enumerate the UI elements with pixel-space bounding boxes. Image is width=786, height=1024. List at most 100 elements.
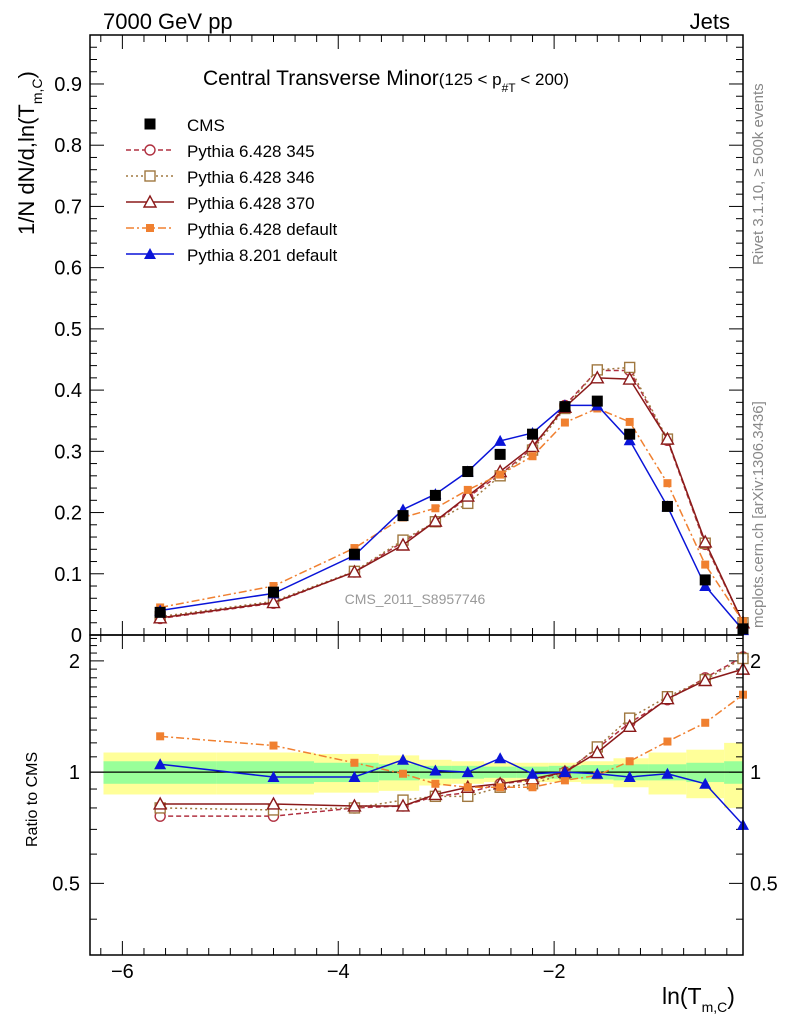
series-line-main-pythia-6-428-345 [160,369,744,624]
cms-data-point [348,548,360,560]
y-axis-label-main: 1/N dN/d,ln(Tm,C) [14,71,45,235]
y-tick-label-ratio-right: 1 [750,762,761,784]
cms-data-point [527,428,539,440]
series-point-ratio-pythia-6-428-default [625,757,634,766]
y-tick-label-ratio: 1 [69,762,80,784]
cms-data-point [397,510,409,522]
series-point-ratio-pythia-6-428-default [496,783,505,792]
series-line-ratio-pythia-8-201-default [160,757,744,826]
series-point-main-pythia-8-201-default [494,434,507,446]
series-point-ratio-pythia-6-428-370 [590,745,605,759]
series-point-main-pythia-6-428-default [431,504,440,513]
cms-data-point [624,428,636,440]
x-tick-label: −4 [327,961,350,983]
legend-marker-pythia-6-428-370 [142,194,158,208]
x-axis-label: ln(Tm,C) [662,983,735,1015]
series-point-main-pythia-6-428-default [625,417,634,426]
ratio-plot-frame [89,634,744,956]
y-axis-label-ratio: Ratio to CMS [24,752,41,847]
y-label-part-3: ) [14,71,39,78]
series-point-ratio-pythia-6-428-370 [347,798,362,812]
y-tick-label-main: 0.6 [54,258,82,280]
series-point-main-pythia-6-428-370 [660,431,675,445]
plot-title-cut: (125 < p [439,70,502,89]
series-point-ratio-pythia-8-201-default [623,771,636,783]
x-label-part-sub: m,C [702,999,728,1015]
series-point-ratio-pythia-6-428-370 [152,796,168,810]
series-point-ratio-pythia-6-428-default [156,732,165,741]
cms-data-point [661,500,673,512]
cms-data-point [591,395,603,407]
series-point-ratio-pythia-8-201-default [558,766,571,778]
series-point-main-pythia-6-428-346 [623,361,636,374]
series-point-ratio-pythia-8-201-default [397,753,410,765]
y-tick-label-main: 0.2 [54,503,82,525]
cms-data-point [559,401,571,413]
series-point-main-pythia-6-428-370 [698,534,713,548]
side-label-mcplots: mcplots.cern.ch [arXiv:1306.3436] [750,401,767,628]
series-point-main-pythia-8-201-default [699,580,712,592]
series-point-main-pythia-6-428-default [701,560,710,569]
series-point-ratio-pythia-6-428-default [560,776,569,785]
series-point-main-pythia-6-428-370 [266,595,281,609]
legend-marker-pythia-6-428-345 [144,144,156,156]
plot-title: Central Transverse Minor(125 < p#T < 200… [203,67,569,95]
series-point-ratio-pythia-6-428-default [528,783,537,792]
series-point-ratio-pythia-8-201-default [429,764,442,776]
series-point-ratio-pythia-8-201-default [154,758,167,770]
legend-label-pythia-8-201-default: Pythia 8.201 default [187,246,338,265]
legend-label-pythia-6-428-346: Pythia 6.428 346 [187,168,315,187]
plot-title-main: Central Transverse Minor [203,67,439,90]
series-point-main-pythia-8-201-default [623,434,636,446]
series-point-ratio-pythia-8-201-default [661,767,674,779]
series-point-main-pythia-6-428-default [560,418,569,427]
series-point-ratio-pythia-8-201-default [494,752,507,764]
series-point-main-pythia-6-428-370 [460,488,475,502]
series-point-ratio-pythia-6-428-default [463,783,472,792]
series-line-main-pythia-6-428-default [160,407,744,622]
x-label-part-1: ln(T [662,983,702,1009]
legend: CMS Pythia 6.428 345 Pythia 6.428 346 Pythi… [126,116,338,265]
y-tick-label-main: 0.7 [54,196,82,218]
y-tick-label-main: 0.1 [54,564,82,586]
series-point-main-pythia-6-428-default [269,582,278,591]
y-tick-label-main: 0.3 [54,441,82,463]
series-point-main-pythia-6-428-370 [590,370,605,384]
y-tick-label-main: 0.8 [54,135,82,157]
process-label: Jets [690,9,730,34]
series-point-ratio-pythia-6-428-default [399,769,408,778]
legend-label-pythia-6-428-370: Pythia 6.428 370 [187,194,315,213]
series-point-ratio-pythia-8-201-default [461,766,474,778]
legend-label-pythia-6-428-default: Pythia 6.428 default [187,220,338,239]
series-line-main-pythia-6-428-370 [160,377,744,624]
series-point-ratio-pythia-6-428-370 [395,798,411,812]
y-tick-label-main: 0.9 [54,74,82,96]
cms-data-point [462,466,474,478]
legend-marker-cms [144,118,156,130]
series-point-main-pythia-6-428-default [496,470,505,479]
series-point-ratio-pythia-8-201-default [267,771,280,783]
series-point-ratio-pythia-6-428-370 [428,787,443,801]
series-point-ratio-pythia-6-428-370 [266,796,281,810]
cms-data-point [699,574,711,586]
series-point-ratio-pythia-6-428-default [431,779,440,788]
series-point-ratio-pythia-6-428-370 [660,691,675,705]
series-point-main-pythia-6-428-370 [395,537,411,551]
cms-data-point [429,489,441,501]
series-point-main-pythia-6-428-370 [347,564,362,578]
series-line-ratio-pythia-6-428-346 [160,657,744,811]
legend-label-cms: CMS [187,116,225,135]
series-point-ratio-pythia-8-201-default [699,777,712,789]
analysis-id: CMS_2011_S8957746 [345,591,486,607]
series-point-ratio-pythia-6-428-370 [622,718,637,733]
series-point-ratio-pythia-8-201-default [591,767,604,779]
y-label-part-2: dN/d,ln(T [14,104,39,201]
side-label-rivet: Rivet 3.1.10, ≥ 500k events [750,83,767,265]
legend-label-pythia-6-428-345: Pythia 6.428 345 [187,142,315,161]
cms-data-point [154,606,166,618]
y-tick-label-main: 0.5 [54,319,82,341]
legend-marker-pythia-6-428-default [146,224,154,232]
series-point-main-pythia-6-428-default [463,485,472,494]
legend-marker-pythia-6-428-346 [144,170,156,182]
